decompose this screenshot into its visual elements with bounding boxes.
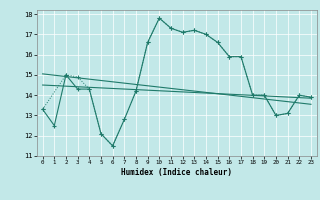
X-axis label: Humidex (Indice chaleur): Humidex (Indice chaleur) xyxy=(121,168,232,177)
